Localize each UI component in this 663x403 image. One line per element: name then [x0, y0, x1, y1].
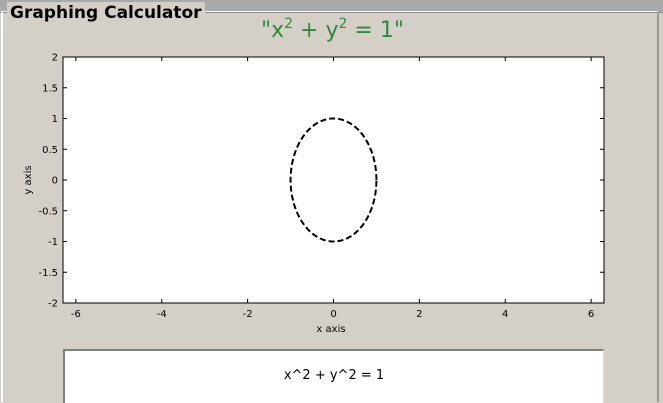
plot-title-exponent: 2	[284, 16, 294, 32]
y-tick-label: 0.5	[42, 145, 58, 156]
panel-title: Graphing Calculator	[7, 2, 205, 24]
y-tick-label: 2	[52, 53, 58, 64]
x-tick-label: 6	[588, 309, 594, 320]
x-tick-label: -6	[71, 309, 81, 320]
y-axis-label: y axis	[23, 165, 34, 194]
y-ticks: -2 -1.5 -1 -0.5 0 0.5 1 1.5 2	[38, 53, 604, 310]
x-tick-label: 0	[330, 309, 336, 320]
axes-background	[62, 56, 605, 304]
plot-title-exponent: 2	[338, 16, 348, 32]
x-tick-label: 4	[502, 309, 508, 320]
y-tick-label: -1.5	[38, 268, 58, 279]
plot-title: "x2 + y2 = 1"	[200, 14, 465, 48]
plot-title-part: = 1"	[347, 18, 404, 43]
y-tick-label: 0	[52, 176, 58, 187]
equation-input[interactable]	[65, 351, 603, 403]
x-axis-label: x axis	[316, 324, 345, 335]
y-tick-label: -1	[48, 237, 58, 248]
x-tick-label: 2	[416, 309, 422, 320]
plot-area: -6 -4 -2 0 2 4 6 -2-1.5-1-0.500.511.52 x axis …	[23, 53, 605, 335]
series-group	[289, 117, 378, 243]
y-tick-label: -2	[48, 299, 58, 310]
plot-title-part: "x	[261, 18, 285, 43]
plot-title-part: + y	[293, 18, 339, 43]
y-tick-label: 1	[52, 114, 58, 125]
x-ticks: -6 -4 -2 0 2 4 6	[71, 57, 594, 320]
y-tick-label: 1.5	[42, 83, 58, 94]
equation-input-box[interactable]	[63, 349, 604, 403]
series-line	[289, 117, 378, 243]
x-tick-label: -2	[243, 309, 253, 320]
panel-frame	[1, 11, 659, 402]
y-tick-label: -0.5	[38, 206, 58, 217]
x-tick-label: -4	[157, 309, 167, 320]
